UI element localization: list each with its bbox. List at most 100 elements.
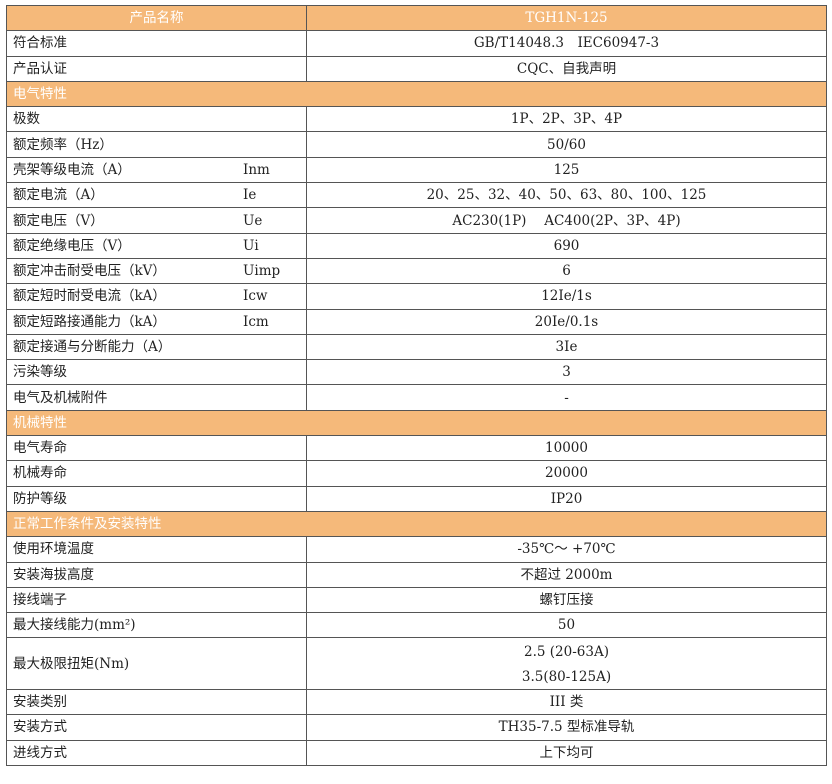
spec-label: 产品认证 (6, 55, 307, 82)
spec-symbol: Inm (243, 161, 270, 178)
spec-value: GB/T14048.3 IEC60947-3 (306, 30, 827, 57)
table-row: 机械寿命 20000 (6, 460, 827, 487)
table-row: 壳架等级电流（A） Inm 125 (6, 156, 827, 184)
spec-label: 使用环境温度 (6, 536, 307, 563)
spec-symbol: Uimp (243, 263, 281, 280)
spec-value: 3Ie (306, 333, 827, 361)
section-electrical: 电气特性 (6, 80, 827, 108)
spec-value: -35℃～ +70℃ (306, 536, 827, 563)
spec-label-text: 额定电流（A） (13, 187, 104, 204)
spec-value: TH35-7.5 型标准导轨 (306, 714, 827, 741)
table-row: 额定短时耐受电流（kA） Icw 12Ie/1s (6, 283, 827, 310)
spec-label: 额定短时耐受电流（kA） Icw (6, 283, 307, 310)
table-row-torque: 最大极限扭矩(Nm) 2.5 (20-63A) 3.5(80-125A) (6, 637, 827, 691)
spec-value: 50/60 (306, 131, 827, 158)
spec-label-text: 安装类别 (13, 694, 67, 711)
header-model: TGH1N-125 (306, 4, 827, 32)
spec-value: III 类 (306, 689, 827, 716)
spec-label: 防护等级 (6, 485, 307, 512)
table-row: 额定频率（Hz） 50/60 (6, 131, 827, 158)
table-row: 使用环境温度 -35℃～ +70℃ (6, 536, 827, 563)
spec-label: 最大极限扭矩(Nm) (6, 637, 307, 691)
table-row: 额定电压（V） Ue AC230(1P) AC400(2P、3P、4P) (6, 207, 827, 234)
table-row: 安装海拔高度 不超过 2000m (6, 561, 827, 588)
table-row: 产品认证 CQC、自我声明 (6, 55, 827, 82)
spec-symbol: Ie (243, 187, 257, 204)
spec-label-text: 额定绝缘电压（V） (13, 237, 131, 254)
spec-label-text: 符合标准 (13, 35, 67, 52)
spec-value: 125 (306, 156, 827, 184)
spec-value: 10000 (306, 435, 827, 462)
spec-symbol: Ui (243, 237, 259, 254)
spec-value: 1P、2P、3P、4P (306, 106, 827, 133)
torque-value-2: 3.5(80-125A) (521, 668, 612, 685)
spec-label: 接线端子 (6, 586, 307, 614)
spec-label: 额定绝缘电压（V） Ui (6, 232, 307, 259)
table-row: 接线端子 螺钉压接 (6, 586, 827, 614)
spec-label: 电气寿命 (6, 435, 307, 462)
spec-label: 额定接通与分断能力（A） (6, 333, 307, 361)
spec-value: IP20 (306, 485, 827, 512)
spec-value: 20、25、32、40、50、63、80、100、125 (306, 182, 827, 209)
table-row: 进线方式 上下均可 (6, 739, 827, 766)
spec-label-text: 额定频率（Hz） (13, 136, 113, 153)
spec-label-text: 额定电压（V） (13, 212, 104, 229)
section-mechanical: 机械特性 (6, 409, 827, 437)
spec-value: - (306, 384, 827, 411)
spec-value: 不超过 2000m (306, 561, 827, 588)
table-row: 最大接线能力(mm²) 50 (6, 612, 827, 639)
spec-label: 额定频率（Hz） (6, 131, 307, 158)
table-row: 额定冲击耐受电压（kV） Uimp 6 (6, 257, 827, 285)
spec-value: 12Ie/1s (306, 283, 827, 310)
spec-label: 安装海拔高度 (6, 561, 307, 588)
spec-label: 额定电压（V） Ue (6, 207, 307, 234)
spec-value: 690 (306, 232, 827, 259)
table-row: 额定短路接通能力（kA） Icm 20Ie/0.1s (6, 308, 827, 335)
spec-label-text: 机械寿命 (13, 465, 67, 482)
spec-value: AC230(1P) AC400(2P、3P、4P) (306, 207, 827, 234)
spec-value: 50 (306, 612, 827, 639)
spec-symbol: Icw (243, 288, 268, 305)
spec-label: 最大接线能力(mm²) (6, 612, 307, 639)
spec-value: CQC、自我声明 (306, 55, 827, 82)
spec-label: 电气及机械附件 (6, 384, 307, 411)
spec-label: 极数 (6, 106, 307, 133)
spec-label-text: 防护等级 (13, 490, 67, 507)
spec-label-text: 最大接线能力(mm²) (13, 617, 136, 634)
spec-label-text: 产品认证 (13, 60, 67, 77)
torque-value-1: 2.5 (20-63A) (524, 643, 609, 660)
spec-value: 螺钉压接 (306, 586, 827, 614)
table-row: 安装类别 III 类 (6, 689, 827, 716)
spec-label: 安装类别 (6, 689, 307, 716)
table-header-row: 产品名称 TGH1N-125 (6, 4, 827, 32)
spec-label-text: 安装海拔高度 (13, 566, 94, 583)
spec-label: 安装方式 (6, 714, 307, 741)
spec-label: 符合标准 (6, 30, 307, 57)
section-title: 电气特性 (6, 80, 827, 108)
table-row: 安装方式 TH35-7.5 型标准导轨 (6, 714, 827, 741)
spec-label-text: 壳架等级电流（A） (13, 161, 131, 178)
spec-label-text: 电气寿命 (13, 440, 67, 457)
spec-label: 壳架等级电流（A） Inm (6, 156, 307, 184)
spec-label-text: 额定冲击耐受电压（kV） (13, 263, 166, 280)
table-row: 极数 1P、2P、3P、4P (6, 106, 827, 133)
spec-label: 污染等级 (6, 359, 307, 386)
spec-label: 额定冲击耐受电压（kV） Uimp (6, 257, 307, 285)
spec-label-text: 接线端子 (13, 591, 67, 608)
table-row: 防护等级 IP20 (6, 485, 827, 512)
table-row: 额定绝缘电压（V） Ui 690 (6, 232, 827, 259)
spec-table: 产品名称 TGH1N-125 符合标准 GB/T14048.3 IEC60947-… (6, 4, 827, 766)
spec-label-text: 使用环境温度 (13, 541, 94, 558)
spec-value: 2.5 (20-63A) 3.5(80-125A) (306, 637, 827, 691)
spec-value: 20Ie/0.1s (306, 308, 827, 335)
table-row: 额定电流（A） Ie 20、25、32、40、50、63、80、100、125 (6, 182, 827, 209)
spec-label-text: 安装方式 (13, 719, 67, 736)
spec-label: 额定短路接通能力（kA） Icm (6, 308, 307, 335)
table-row: 额定接通与分断能力（A） 3Ie (6, 333, 827, 361)
table-row: 电气寿命 10000 (6, 435, 827, 462)
spec-value: 3 (306, 359, 827, 386)
section-title: 正常工作条件及安装特性 (6, 510, 827, 538)
spec-label-text: 电气及机械附件 (13, 389, 108, 406)
section-conditions: 正常工作条件及安装特性 (6, 510, 827, 538)
spec-label-text: 额定短路接通能力（kA） (13, 313, 166, 330)
